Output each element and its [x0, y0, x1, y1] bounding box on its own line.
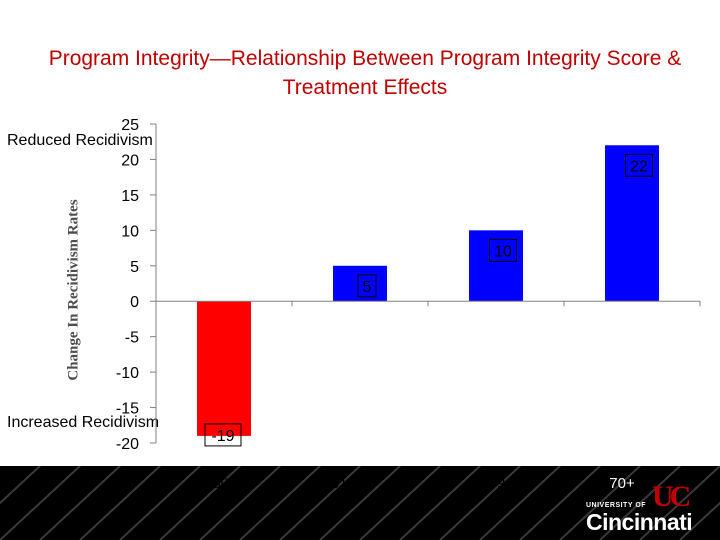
- footer-band: [0, 466, 720, 540]
- y-tick-label: -20: [116, 436, 139, 453]
- x-tick-label: 60-69: [467, 475, 505, 492]
- y-tick-label: -10: [116, 365, 139, 382]
- x-tick-label: 0-30: [199, 475, 229, 492]
- bar-60-69: [469, 230, 523, 302]
- increased-recidivism-label: Increased Recidivism: [7, 414, 160, 431]
- data-label-box: [625, 153, 653, 177]
- chart-title: Program Integrity—Relationship Between P…: [48, 47, 682, 99]
- uc-mark: UC: [652, 480, 691, 513]
- x-tick-label: 70+: [609, 475, 635, 492]
- bar-0-30: [197, 301, 251, 436]
- data-label: 5: [363, 279, 372, 296]
- logo-cincinnati: Cincinnati: [586, 509, 693, 535]
- y-tick-label: 5: [130, 259, 139, 276]
- y-tick-label: 15: [121, 188, 139, 205]
- data-label: 22: [630, 158, 648, 175]
- y-tick-label: -5: [125, 330, 139, 347]
- y-tick-label: 25: [121, 117, 139, 134]
- reduced-recidivism-label: Reduced Recidivism: [7, 132, 153, 149]
- footer-stripes: [0, 466, 720, 540]
- data-label: -19: [211, 428, 234, 445]
- y-tick-label: 10: [121, 223, 139, 240]
- data-label-box: [204, 423, 242, 447]
- bar-31-59: [333, 265, 387, 302]
- data-label-box: [489, 238, 517, 262]
- y-tick-label: 20: [121, 152, 139, 169]
- logo-university-of: UNIVERSITY OF: [586, 502, 647, 509]
- bar-70+: [605, 145, 659, 302]
- data-label-box: [357, 274, 377, 298]
- y-tick-label: -15: [116, 401, 139, 418]
- data-label: 10: [494, 243, 512, 260]
- x-tick-label: 31-59: [331, 475, 369, 492]
- y-tick-label: 0: [130, 294, 139, 311]
